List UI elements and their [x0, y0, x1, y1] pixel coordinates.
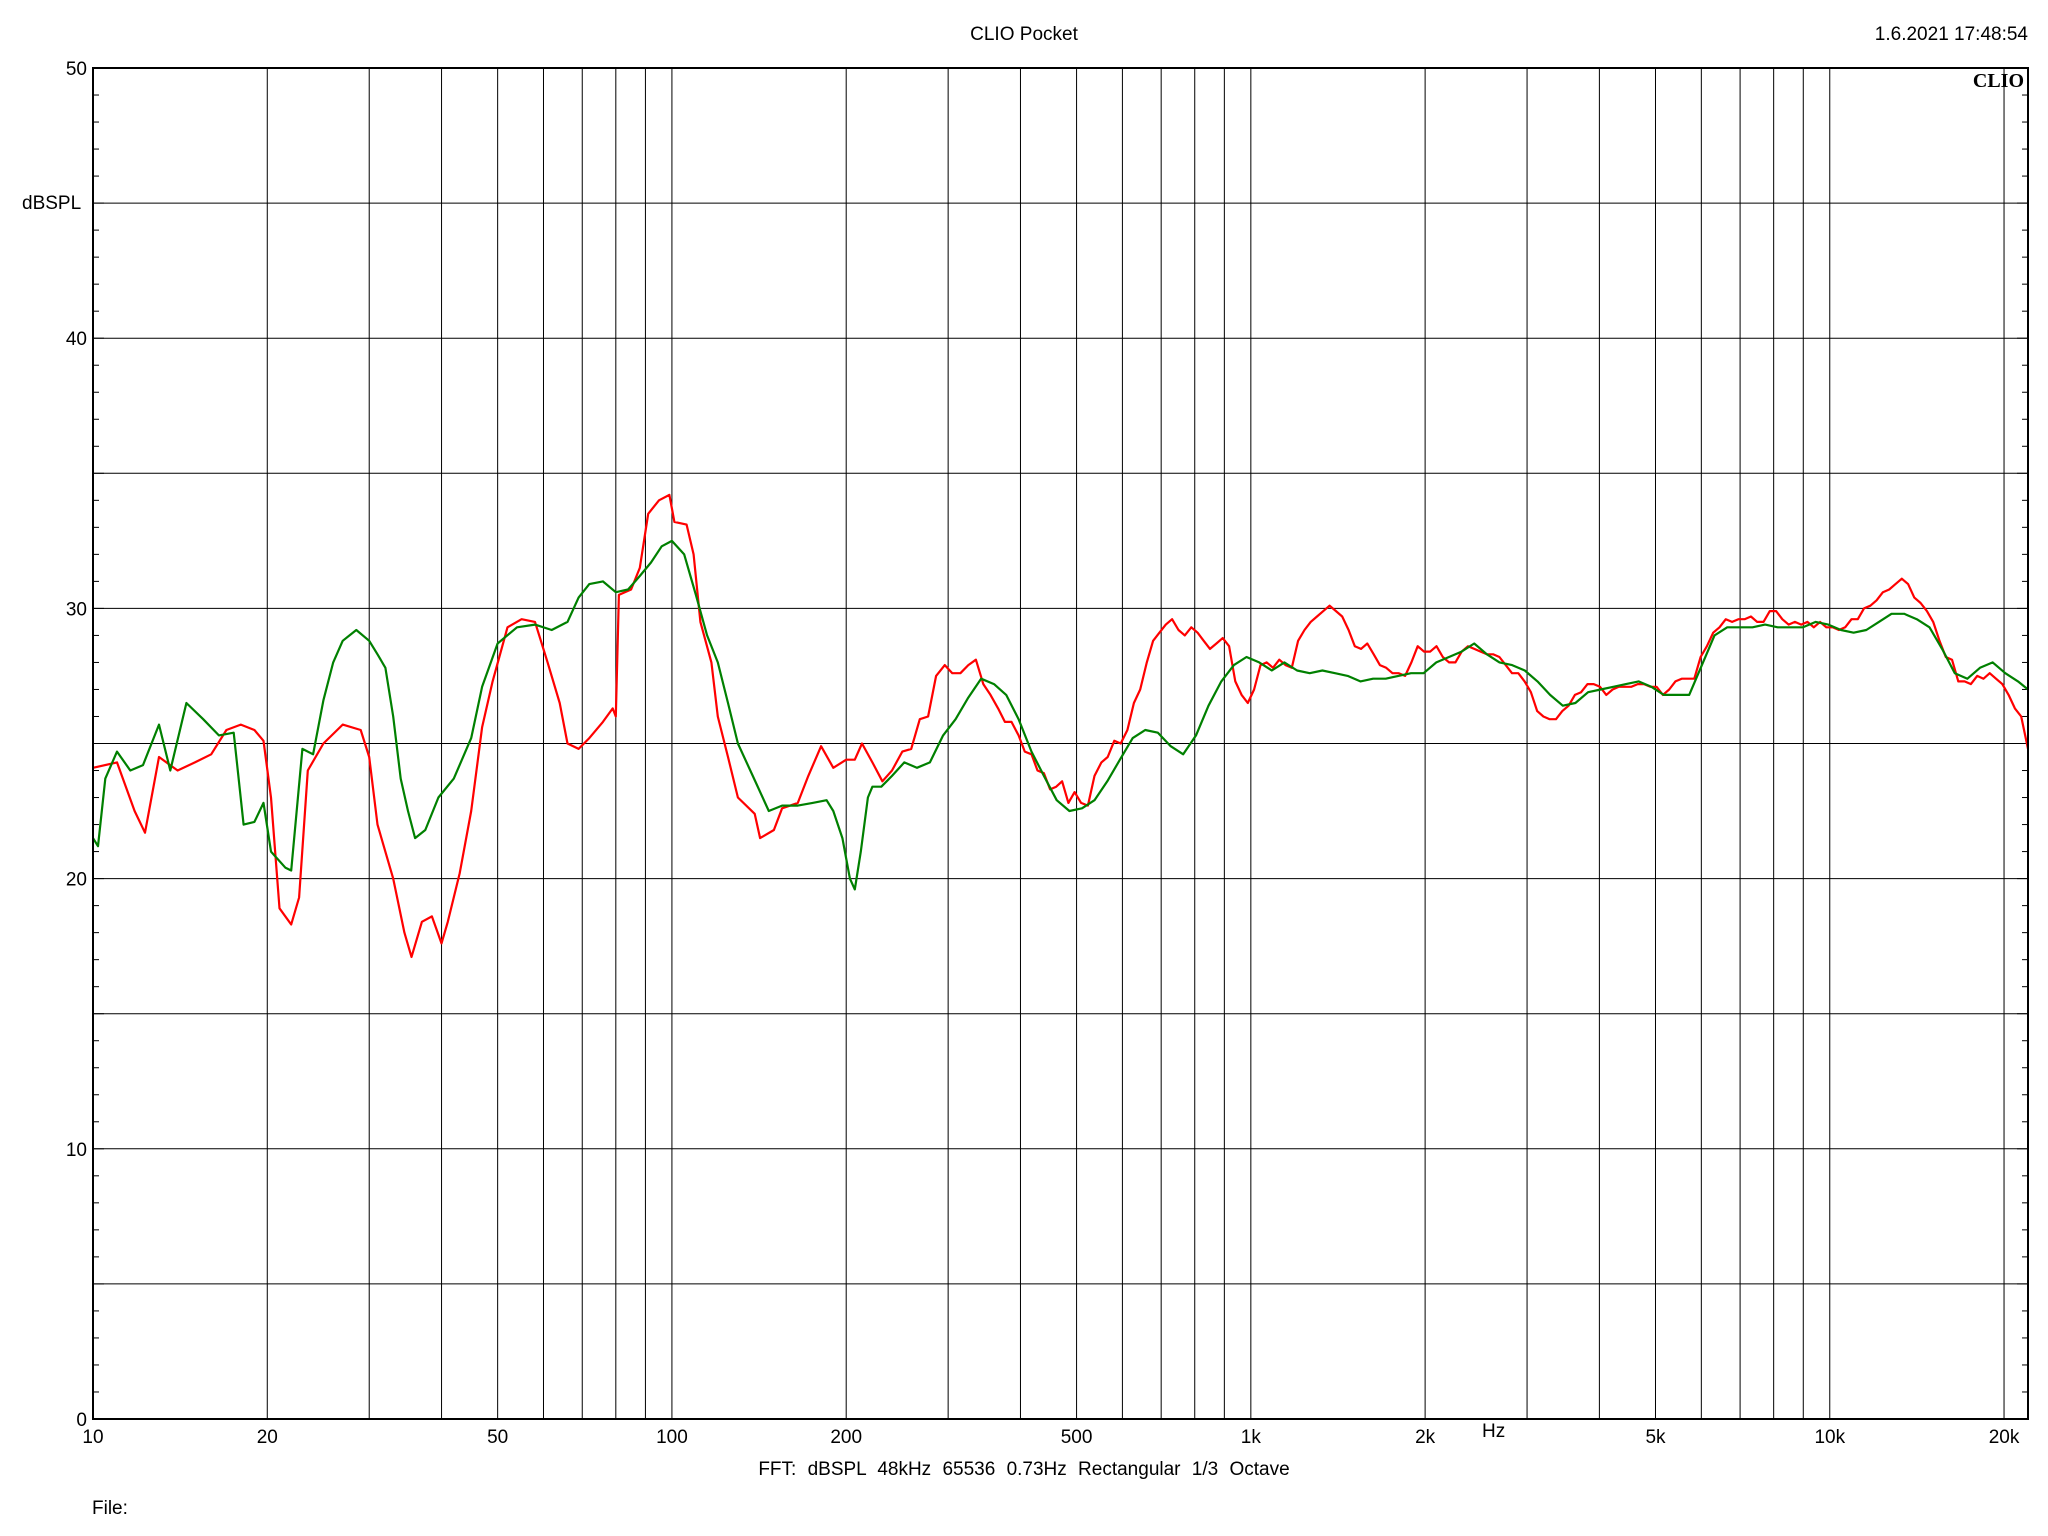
y-tick-label: 40 — [66, 329, 87, 350]
y-tick-label: 20 — [66, 870, 87, 891]
y-axis-label: dBSPL — [22, 193, 82, 214]
green-response-line — [92, 539, 2029, 891]
x-tick-label: 500 — [1061, 1427, 1093, 1448]
chart-title: CLIO Pocket — [970, 24, 1078, 45]
y-tick-label: 10 — [66, 1140, 87, 1161]
x-axis-label: Hz — [1482, 1421, 1506, 1442]
y-tick-label: 0 — [76, 1410, 87, 1431]
series-lines — [92, 493, 2030, 959]
x-tick-label: 20k — [1989, 1427, 2020, 1448]
x-tick-label: 200 — [830, 1427, 862, 1448]
measurement-settings: FFT: dBSPL 48kHz 65536 0.73Hz Rectangula… — [758, 1459, 1290, 1480]
x-tick-label: 20 — [257, 1427, 278, 1448]
x-tick-label: 50 — [487, 1427, 508, 1448]
clio-logo: CLIO — [1973, 70, 2024, 92]
x-tick-label: 10k — [1814, 1427, 1845, 1448]
red-response-line — [92, 493, 2030, 959]
y-tick-label: 50 — [66, 59, 87, 80]
x-tick-label: 1k — [1241, 1427, 1262, 1448]
plot-frame — [92, 67, 2029, 1420]
grid — [93, 68, 2028, 1419]
y-tick-label: 30 — [66, 599, 87, 620]
x-tick-label: 100 — [656, 1427, 688, 1448]
x-tick-label: 2k — [1415, 1427, 1436, 1448]
file-label: File: — [92, 1498, 128, 1519]
x-tick-label: 5k — [1645, 1427, 1666, 1448]
x-tick-label: 10 — [82, 1427, 103, 1448]
measurement-timestamp: 1.6.2021 17:48:54 — [1874, 24, 2028, 45]
